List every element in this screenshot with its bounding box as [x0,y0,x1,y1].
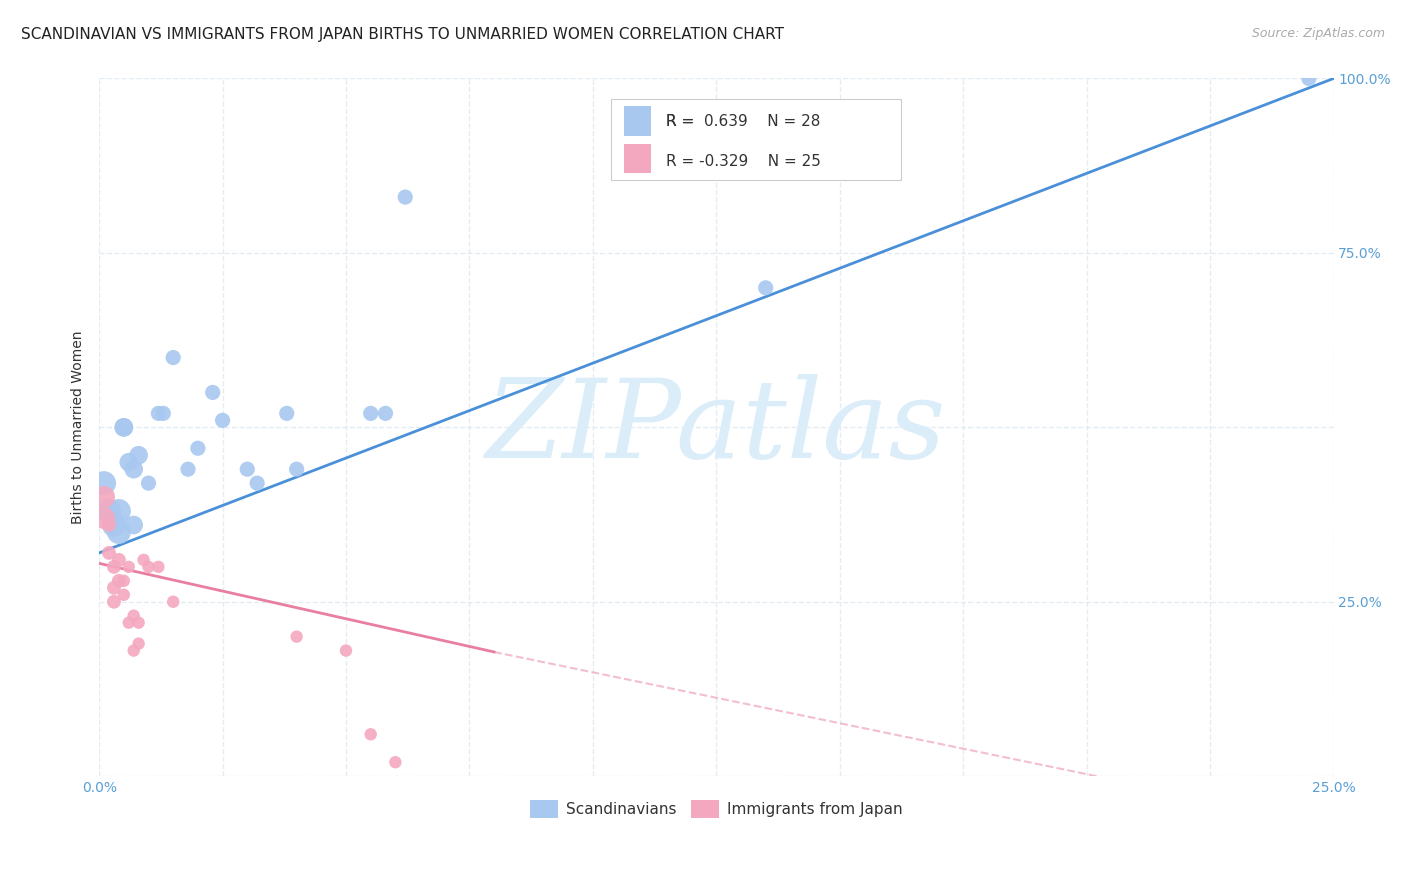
Text: R =: R = [665,113,699,128]
Point [98,504,121,518]
Point [755,281,778,295]
Point [112,420,135,434]
Point [360,406,382,420]
Point [108,553,131,567]
Point [132,553,155,567]
Point [138,559,160,574]
Point [384,756,406,770]
Point [108,504,131,518]
Point [285,462,308,476]
Point [93,511,115,525]
FancyBboxPatch shape [612,99,901,179]
Point [177,462,200,476]
Point [118,455,141,469]
Point [122,462,145,476]
Point [162,351,184,365]
Point [374,406,396,420]
Point [128,637,150,651]
Point [360,727,382,741]
Point [187,442,209,456]
Point [108,574,131,588]
Point [103,581,125,595]
Point [162,595,184,609]
Point [276,406,298,420]
FancyBboxPatch shape [624,144,651,173]
Point [122,643,145,657]
Point [122,608,145,623]
Point [128,448,150,462]
Point [148,559,170,574]
Point [112,588,135,602]
Text: SCANDINAVIAN VS IMMIGRANTS FROM JAPAN BIRTHS TO UNMARRIED WOMEN CORRELATION CHAR: SCANDINAVIAN VS IMMIGRANTS FROM JAPAN BI… [21,27,785,42]
Point [236,462,259,476]
Point [93,476,115,491]
Point [285,630,308,644]
Text: ZIPatlas: ZIPatlas [486,374,946,481]
Point [1298,71,1320,86]
Point [138,476,160,491]
Text: Source: ZipAtlas.com: Source: ZipAtlas.com [1251,27,1385,40]
Point [128,615,150,630]
Point [98,546,121,560]
Point [211,413,233,427]
Y-axis label: Births to Unmarried Women: Births to Unmarried Women [72,331,86,524]
Point [98,518,121,533]
Point [108,524,131,539]
Point [122,518,145,533]
Point [118,559,141,574]
Point [394,190,416,204]
Point [93,490,115,504]
Text: R =  0.639    N = 28: R = 0.639 N = 28 [665,113,820,128]
Point [112,574,135,588]
Point [201,385,224,400]
Point [148,406,170,420]
Point [103,595,125,609]
Point [118,615,141,630]
Point [112,420,135,434]
Point [246,476,269,491]
Text: R = -0.329    N = 25: R = -0.329 N = 25 [665,153,821,169]
Point [103,559,125,574]
Legend: Scandinavians, Immigrants from Japan: Scandinavians, Immigrants from Japan [524,794,908,824]
Point [152,406,174,420]
Point [103,518,125,533]
Point [335,643,357,657]
FancyBboxPatch shape [624,106,651,136]
